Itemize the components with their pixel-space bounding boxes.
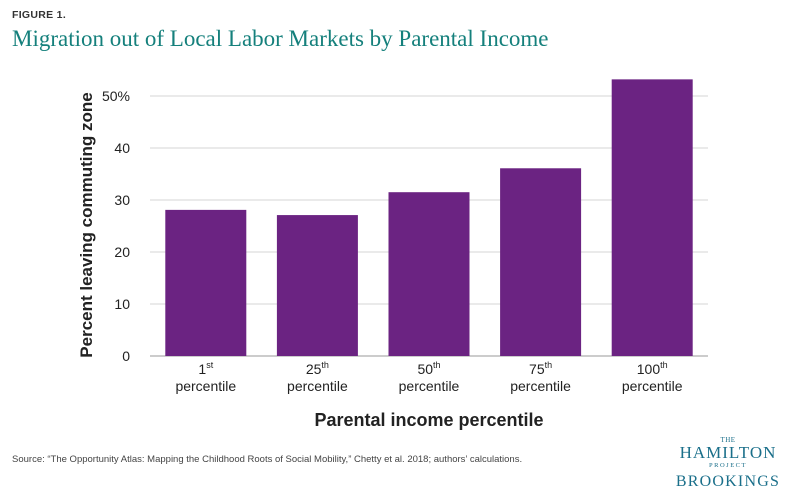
y-tick-label: 30: [114, 192, 130, 208]
y-tick-label: 0: [122, 348, 130, 364]
x-tick-label: 100th: [637, 360, 668, 377]
x-tick-number: 75: [529, 361, 545, 377]
x-axis-title: Parental income percentile: [314, 410, 543, 430]
x-tick-label: 50th: [417, 360, 440, 377]
x-tick-superscript: th: [545, 360, 553, 370]
x-tick-number: 25: [306, 361, 322, 377]
source-note: Source: “The Opportunity Atlas: Mapping …: [12, 454, 523, 465]
y-tick-label: 20: [114, 244, 130, 260]
x-tick-label-line2: percentile: [399, 378, 460, 394]
x-tick-number: 1: [198, 361, 206, 377]
y-tick-label: 50%: [102, 88, 130, 104]
bar: [165, 209, 247, 356]
x-tick-number: 100: [637, 361, 661, 377]
hamilton-brookings-logo: THE HAMILTON PROJECT BROOKINGS: [666, 436, 790, 492]
bar: [276, 215, 358, 356]
x-tick-label: 75th: [529, 360, 552, 377]
x-tick-superscript: th: [660, 360, 668, 370]
logo-project: PROJECT: [709, 462, 747, 469]
y-axis-title: Percent leaving commuting zone: [77, 92, 96, 357]
bar: [500, 168, 582, 356]
x-tick-superscript: st: [206, 360, 214, 370]
logo-hamilton: HAMILTON: [679, 443, 777, 462]
x-tick-label-line2: percentile: [510, 378, 571, 394]
x-tick-superscript: th: [321, 360, 329, 370]
logo-the: THE: [720, 436, 736, 444]
x-tick-number: 50: [417, 361, 433, 377]
figure-label: FIGURE 1.: [12, 9, 67, 21]
bar: [388, 192, 470, 356]
x-tick-label-line2: percentile: [287, 378, 348, 394]
bar: [611, 79, 693, 357]
y-tick-label: 40: [114, 140, 130, 156]
chart-title: Migration out of Local Labor Markets by …: [12, 26, 549, 51]
x-tick-label-line2: percentile: [175, 378, 236, 394]
x-tick-label: 25th: [306, 360, 329, 377]
x-tick-superscript: th: [433, 360, 441, 370]
x-tick-label-line2: percentile: [622, 378, 683, 394]
x-tick-label: 1st: [198, 360, 213, 377]
y-tick-label: 10: [114, 296, 130, 312]
logo-brookings: BROOKINGS: [675, 473, 781, 490]
